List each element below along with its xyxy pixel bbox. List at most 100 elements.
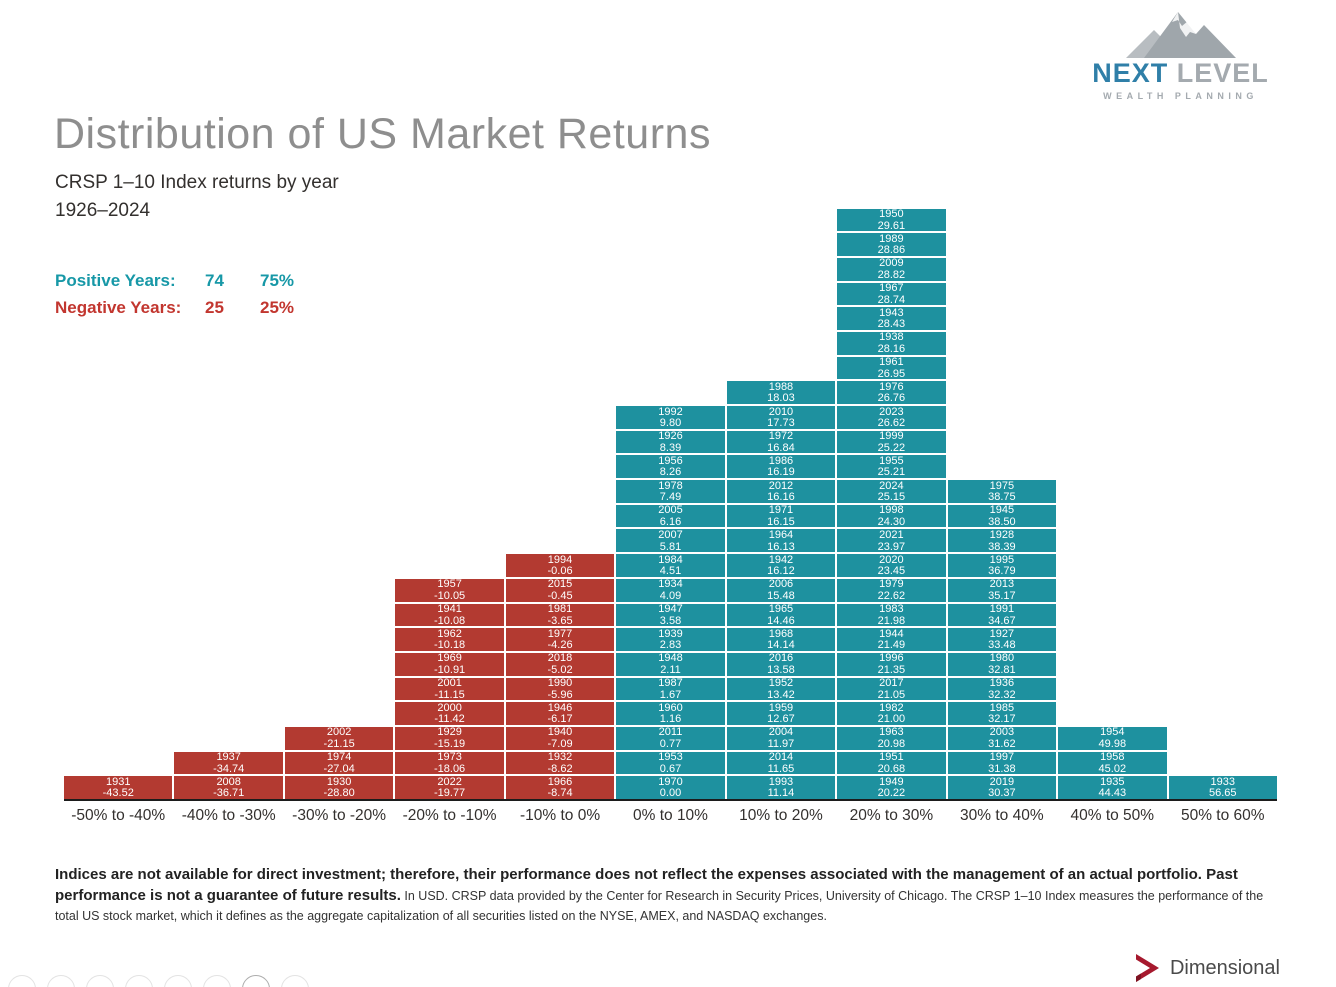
cell-year: 1958 [1100, 751, 1125, 764]
cell-value: -5.02 [547, 663, 573, 676]
histogram-cell-1933: 1933 56.65 [1168, 776, 1277, 799]
cell-value: -34.74 [213, 762, 245, 775]
cell-value: 25.22 [877, 441, 906, 454]
cell-year: 2014 [768, 751, 794, 764]
cell-year: 1933 [1210, 776, 1235, 788]
cell-value: 21.00 [877, 713, 906, 725]
cell-value: 1.67 [659, 688, 682, 701]
histogram-cell-1972: 1972 16.84 [726, 430, 836, 454]
cell-year: 1970 [658, 776, 683, 788]
cell-value: -28.80 [323, 787, 355, 799]
pagination-dot-5[interactable] [164, 975, 192, 987]
cell-value: 11.14 [767, 787, 795, 799]
axis-bin-label: 50% to 60% [1180, 807, 1265, 824]
histogram-cell-2003: 2003 31.62 [947, 726, 1057, 750]
histogram-column: 1933 56.65 [1168, 774, 1277, 799]
histogram-cell-1991: 1991 34.67 [947, 603, 1057, 627]
cell-year: 2002 [326, 726, 352, 739]
cell-value: 44.43 [1098, 787, 1127, 799]
cell-year: 1957 [437, 578, 462, 591]
cell-year: 1979 [879, 578, 904, 591]
histogram-cell-1942: 1942 16.12 [726, 554, 836, 577]
histogram-cell-1992: 1992 9.80 [616, 406, 725, 429]
cell-value: 15.48 [767, 589, 795, 602]
positive-years-count: 74 [205, 271, 224, 290]
histogram-cell-1939: 1939 2.83 [616, 628, 725, 651]
cell-value: 31.62 [988, 738, 1016, 750]
pagination-dot-6[interactable] [203, 975, 231, 987]
cell-year: 1937 [216, 751, 241, 764]
cell-year: 1984 [658, 554, 683, 566]
pagination-dot-7[interactable] [242, 975, 270, 987]
pagination-dot-1[interactable] [8, 975, 36, 987]
cell-value: 21.05 [877, 688, 906, 701]
positive-years-label: Positive Years: [55, 271, 176, 290]
cell-year: 1960 [658, 702, 683, 714]
cell-year: 2011 [658, 726, 683, 739]
negative-years-pct: 25% [260, 298, 295, 317]
cell-value: -0.45 [547, 589, 573, 602]
disclaimer: Indices are not available for direct inv… [55, 864, 1283, 925]
cell-value: 20.22 [877, 787, 906, 799]
cell-value: -11.42 [434, 713, 465, 725]
cell-year: 1949 [879, 776, 904, 788]
cell-value: 56.65 [1208, 787, 1237, 799]
histogram-cell-1990: 1990 -5.96 [505, 677, 615, 701]
cell-year: 1995 [989, 554, 1015, 566]
cell-year: 1964 [768, 529, 794, 541]
histogram-cell-1926: 1926 8.39 [616, 430, 725, 454]
cell-value: 34.67 [988, 614, 1016, 627]
pagination-dot-2[interactable] [47, 975, 75, 987]
cell-value: 38.75 [988, 491, 1016, 503]
cell-year: 1962 [437, 628, 462, 640]
cell-year: 1999 [879, 430, 904, 443]
axis-bin-label: 0% to 10% [633, 807, 708, 824]
pagination-dot-3[interactable] [86, 975, 114, 987]
histogram-cell-1936: 1936 32.32 [947, 677, 1057, 701]
cell-value: 9.80 [659, 417, 682, 429]
cell-value: 16.15 [767, 515, 795, 528]
cell-year: 1992 [658, 406, 683, 418]
cell-year: 1998 [879, 504, 904, 517]
cell-value: -27.04 [323, 762, 355, 775]
histogram-cell-2022: 2022 -19.77 [395, 776, 504, 799]
histogram-cell-2018: 2018 -5.02 [505, 652, 615, 676]
histogram-cell-1983: 1983 21.98 [837, 603, 946, 627]
cell-year: 1942 [768, 554, 794, 566]
histogram-cell-1937: 1937 -34.74 [174, 751, 283, 775]
histogram-cell-1950: 1950 29.61 [837, 208, 946, 232]
cell-value: 49.98 [1098, 738, 1127, 750]
histogram-cell-1941: 1941 -10.08 [395, 603, 504, 627]
histogram-cell-1957: 1957 -10.05 [395, 578, 504, 602]
histogram-cell-2004: 2004 11.97 [726, 726, 836, 750]
cell-value: 13.58 [767, 663, 795, 676]
histogram-cell-1934: 1934 4.09 [616, 578, 725, 602]
cell-value: -21.15 [323, 738, 355, 750]
histogram-cell-1927: 1927 33.48 [947, 628, 1057, 651]
cell-value: -15.19 [433, 738, 466, 750]
cell-value: -3.65 [547, 614, 573, 627]
pagination-dot-4[interactable] [125, 975, 153, 987]
cell-value: 28.16 [877, 343, 906, 355]
axis-bin-label: -50% to -40% [71, 807, 166, 824]
cell-value: -5.96 [547, 688, 573, 701]
histogram-cell-2013: 2013 35.17 [947, 578, 1057, 602]
cell-year: 1950 [879, 208, 904, 220]
histogram-cell-2000: 2000 -11.42 [395, 702, 504, 725]
cell-year: 1941 [437, 603, 462, 615]
histogram-cell-2002: 2002 -21.15 [284, 726, 394, 750]
pagination-dot-8[interactable] [281, 975, 309, 987]
cell-year: 1978 [658, 480, 683, 492]
cell-value: -8.62 [547, 762, 573, 775]
cell-value: 20.68 [877, 762, 906, 775]
cell-year: 2018 [547, 652, 573, 665]
cell-year: 2019 [989, 776, 1015, 788]
cell-value: 8.26 [659, 466, 682, 479]
cell-value: 13.42 [767, 688, 795, 701]
histogram-cell-1999: 1999 25.22 [837, 430, 946, 454]
histogram-cell-2001: 2001 -11.15 [395, 677, 504, 701]
cell-year: 2006 [768, 578, 794, 591]
cell-value: 16.16 [767, 491, 795, 503]
histogram-cell-2017: 2017 21.05 [837, 677, 946, 701]
cell-value: -10.08 [433, 614, 466, 627]
